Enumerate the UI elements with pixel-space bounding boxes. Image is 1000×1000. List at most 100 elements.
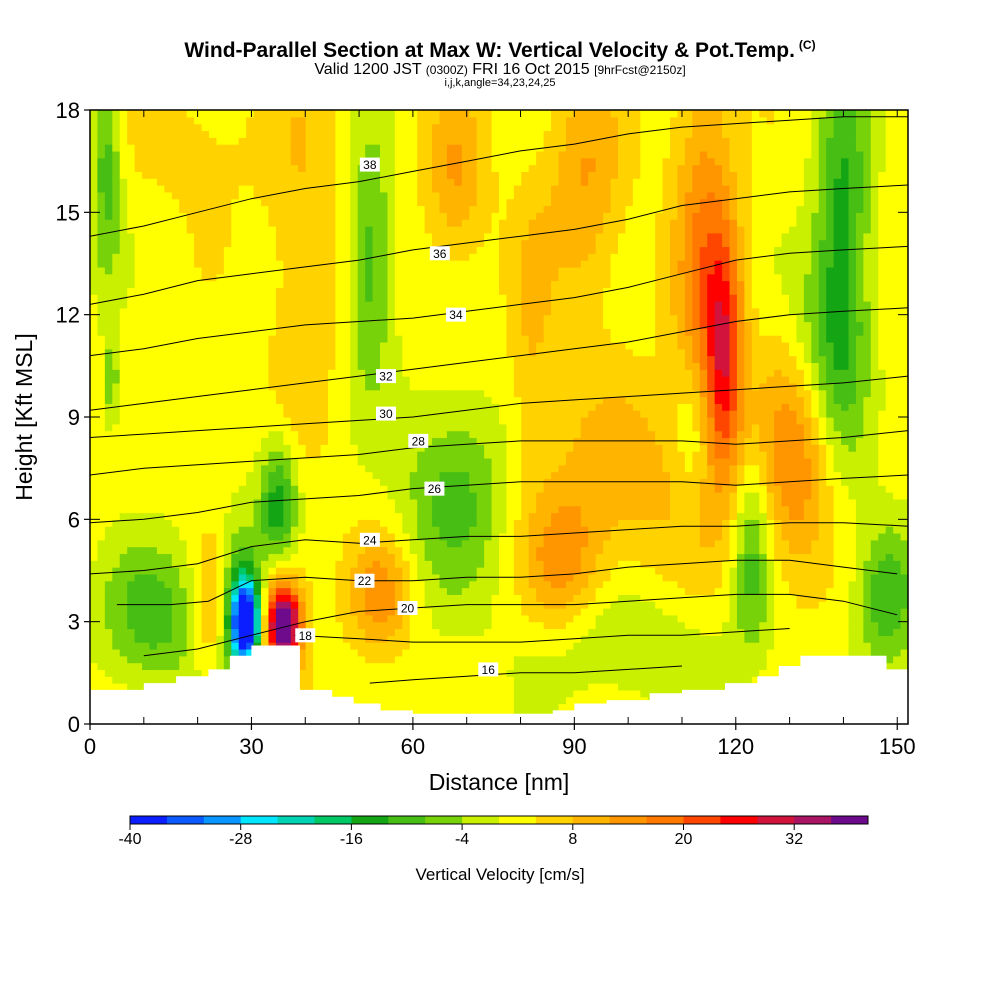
w-cell bbox=[402, 355, 411, 364]
w-cell bbox=[394, 389, 403, 398]
w-cell bbox=[119, 635, 128, 643]
w-cell bbox=[372, 130, 381, 138]
w-cell bbox=[238, 253, 247, 261]
w-cell bbox=[394, 587, 403, 595]
w-cell bbox=[432, 655, 441, 664]
w-cell bbox=[402, 703, 411, 711]
w-cell bbox=[283, 505, 292, 514]
w-cell bbox=[320, 512, 329, 520]
w-cell bbox=[97, 635, 106, 643]
w-cell bbox=[223, 157, 232, 166]
w-cell bbox=[342, 144, 351, 152]
w-cell bbox=[387, 266, 396, 275]
w-cell bbox=[305, 437, 314, 445]
w-cell bbox=[179, 669, 188, 677]
w-cell bbox=[387, 696, 396, 705]
w-cell bbox=[275, 389, 284, 398]
w-cell bbox=[149, 417, 158, 425]
w-cell bbox=[439, 110, 448, 118]
w-cell bbox=[223, 546, 232, 555]
w-cell bbox=[149, 253, 158, 261]
w-cell bbox=[387, 164, 396, 172]
w-cell bbox=[327, 560, 336, 568]
w-cell bbox=[179, 526, 188, 534]
w-cell bbox=[119, 553, 128, 561]
w-cell bbox=[491, 294, 500, 302]
w-cell bbox=[461, 567, 470, 575]
w-cell bbox=[350, 123, 359, 132]
w-cell bbox=[261, 307, 270, 316]
w-cell bbox=[402, 205, 411, 213]
w-cell bbox=[417, 417, 426, 425]
w-cell bbox=[104, 642, 113, 650]
w-cell bbox=[365, 683, 374, 691]
w-cell bbox=[387, 232, 396, 241]
w-cell bbox=[476, 355, 485, 364]
w-cell bbox=[246, 410, 255, 418]
w-cell bbox=[342, 560, 351, 568]
w-cell bbox=[298, 580, 307, 589]
w-cell bbox=[186, 191, 195, 200]
w-cell bbox=[246, 464, 255, 473]
w-cell bbox=[320, 478, 329, 486]
w-cell bbox=[476, 348, 485, 357]
w-cell bbox=[432, 703, 441, 711]
w-cell bbox=[409, 580, 418, 589]
w-cell bbox=[461, 485, 470, 493]
w-cell bbox=[387, 417, 396, 425]
w-cell bbox=[484, 567, 493, 575]
w-cell bbox=[335, 676, 344, 684]
w-cell bbox=[476, 492, 485, 500]
w-cell bbox=[90, 260, 99, 268]
w-cell bbox=[484, 164, 493, 172]
w-cell bbox=[119, 137, 128, 145]
w-cell bbox=[290, 478, 299, 486]
w-cell bbox=[216, 185, 225, 193]
w-cell bbox=[261, 185, 270, 193]
w-cell bbox=[149, 464, 158, 473]
w-cell bbox=[350, 260, 359, 268]
w-cell bbox=[253, 539, 262, 548]
w-cell bbox=[208, 321, 218, 329]
w-cell bbox=[342, 280, 351, 288]
w-cell bbox=[164, 191, 173, 200]
w-cell bbox=[298, 601, 307, 609]
w-cell bbox=[201, 253, 210, 261]
w-cell bbox=[372, 423, 381, 432]
w-cell bbox=[104, 437, 113, 445]
w-cell bbox=[454, 594, 463, 602]
w-cell bbox=[104, 328, 113, 336]
w-cell bbox=[432, 601, 441, 609]
w-cell bbox=[246, 382, 255, 391]
w-cell bbox=[417, 451, 426, 459]
w-cell bbox=[142, 389, 151, 398]
w-cell bbox=[149, 532, 158, 541]
w-cell bbox=[216, 642, 225, 650]
w-cell bbox=[484, 676, 493, 684]
w-cell bbox=[127, 110, 136, 118]
w-cell bbox=[417, 396, 426, 404]
w-cell bbox=[350, 594, 359, 602]
w-cell bbox=[365, 314, 374, 323]
w-cell bbox=[290, 185, 299, 193]
w-cell bbox=[417, 178, 426, 186]
w-cell bbox=[156, 519, 165, 527]
w-cell bbox=[298, 150, 307, 159]
w-cell bbox=[402, 389, 411, 398]
w-cell bbox=[484, 116, 493, 125]
w-cell bbox=[201, 266, 210, 275]
w-cell bbox=[313, 580, 322, 589]
w-cell bbox=[357, 498, 366, 507]
w-cell bbox=[469, 417, 478, 425]
w-cell bbox=[149, 382, 158, 391]
w-cell bbox=[484, 410, 493, 418]
w-cell bbox=[216, 301, 225, 309]
w-cell bbox=[238, 362, 247, 370]
w-cell bbox=[335, 362, 344, 370]
w-cell bbox=[491, 505, 500, 514]
w-cell bbox=[461, 348, 470, 357]
w-cell bbox=[90, 205, 99, 213]
w-cell bbox=[253, 301, 262, 309]
w-cell bbox=[454, 696, 463, 705]
w-cell bbox=[335, 580, 344, 589]
